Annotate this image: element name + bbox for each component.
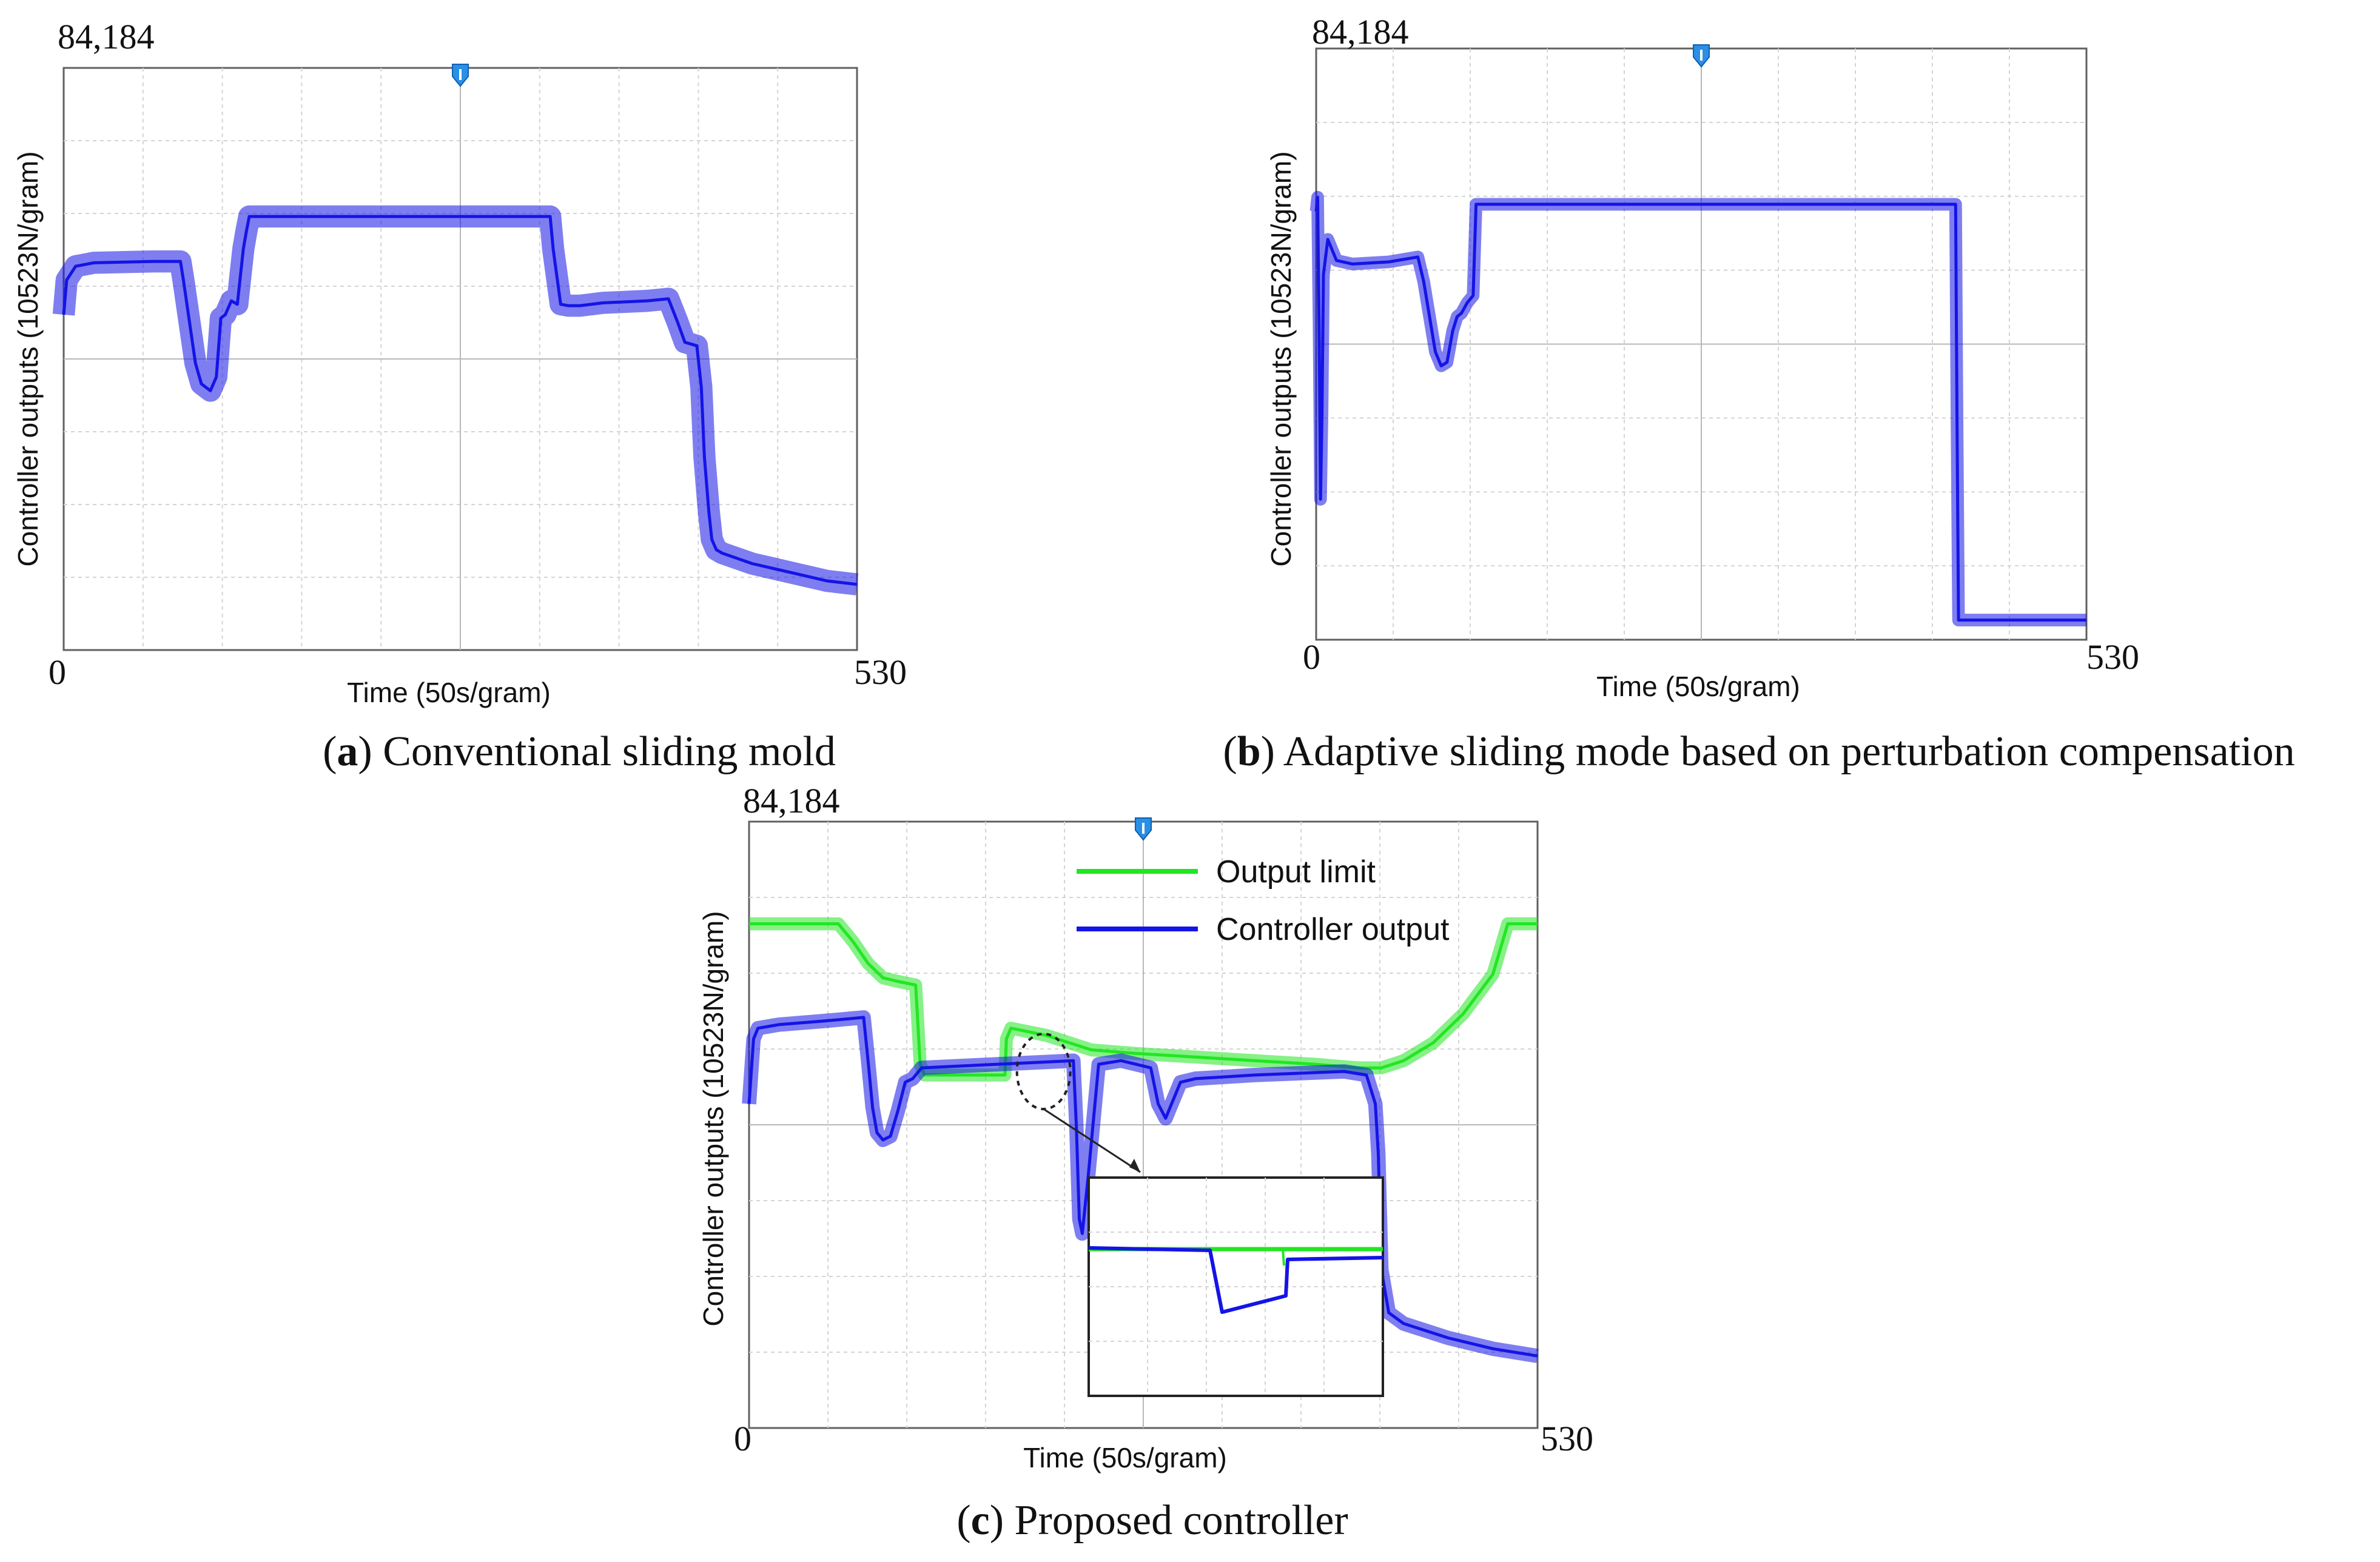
data-point [1254, 1074, 1256, 1076]
data-point [1316, 211, 1317, 212]
data-point [711, 539, 713, 540]
data-point [668, 298, 669, 300]
series-controller-output [52, 205, 859, 595]
legend: Output limit Controller output [1077, 854, 1450, 947]
y-max-label: 84,184 [58, 17, 155, 56]
data-point [876, 1132, 878, 1133]
data-point [704, 456, 705, 457]
data-point [180, 261, 181, 262]
data-point [708, 511, 710, 512]
panel-letter: c [971, 1497, 990, 1544]
data-point [1314, 1064, 1315, 1065]
data-point [1433, 1042, 1434, 1043]
series-controller-output [1309, 190, 2087, 627]
data-point [189, 321, 190, 322]
series-line [747, 1016, 1538, 1358]
data-point [1317, 196, 1318, 198]
panel-caption-text: Proposed controller [1015, 1497, 1348, 1544]
trigger-marker-icon [452, 64, 469, 87]
x-axis-label: Time (50s/gram) [1023, 1442, 1227, 1473]
y-max-label: 84,184 [743, 781, 840, 820]
data-point [716, 549, 717, 551]
panel-caption: (a) Conventional sliding mold [323, 728, 836, 775]
data-point [1388, 261, 1390, 263]
x-min-label: 0 [1303, 637, 1320, 677]
panel-b: 84,184 0 530 Time (50s/gram) Controller outp… [1223, 12, 2294, 775]
y-axis-label: Controller outputs (10523N/gram) [12, 151, 44, 566]
panel-a: 84,184 0 530 Time (50s/gram) Controller outp… [12, 17, 907, 775]
data-point [153, 261, 154, 262]
x-axis-label: Time (50s/gram) [347, 677, 551, 708]
trigger-marker-icon [1135, 817, 1152, 841]
y-axis-label: Controller outputs (10523N/gram) [698, 911, 729, 1326]
legend-label: Output limit [1216, 854, 1376, 890]
panel-caption-text: Conventional sliding mold [383, 728, 836, 775]
data-point [1320, 498, 1321, 500]
legend-label: Controller output [1216, 912, 1450, 947]
series-controller-output [742, 1010, 1539, 1363]
data-point [1462, 1013, 1464, 1014]
x-max-label: 530 [854, 652, 907, 692]
y-axis-label: Controller outputs (10523N/gram) [1265, 151, 1297, 566]
data-point [882, 977, 884, 979]
data-point [1336, 260, 1337, 261]
x-axis-label: Time (50s/gram) [1596, 671, 1800, 702]
panel-letter: b [1237, 728, 1261, 775]
series-line [749, 922, 1538, 1077]
data-point [1507, 923, 1508, 924]
data-point [915, 1074, 916, 1076]
inset-controller-output [1088, 1246, 1383, 1314]
trigger-marker-icon [1693, 44, 1710, 68]
panel-c: Output limit Controller output 84,184 0 530 T… [698, 781, 1593, 1544]
data-point [201, 383, 202, 384]
data-point [912, 1078, 913, 1079]
panel-caption: (b) Adaptive sliding mode based on pertu… [1223, 728, 2294, 775]
data-point [1081, 1233, 1083, 1234]
x-max-label: 530 [1541, 1419, 1593, 1458]
data-point [225, 314, 226, 315]
zoom-arrow [1043, 1108, 1141, 1173]
data-point [748, 923, 750, 924]
x-min-label: 0 [734, 1419, 751, 1458]
panel-letter: a [337, 728, 358, 775]
data-point [1004, 1074, 1006, 1076]
panel-caption-text: Adaptive sliding mode based on perturbat… [1283, 728, 2295, 775]
data-point [856, 584, 858, 585]
data-point [1165, 1118, 1166, 1119]
data-point [1098, 1064, 1099, 1065]
zoom-inset [1015, 1033, 1384, 1397]
x-min-label: 0 [49, 652, 66, 692]
data-point [1388, 1312, 1390, 1313]
panel-caption: (c) Proposed controller [956, 1497, 1348, 1544]
data-point [872, 1107, 873, 1108]
data-point [1343, 1071, 1345, 1072]
x-max-label: 530 [2086, 637, 2139, 677]
data-point [1135, 1064, 1137, 1065]
data-point [751, 563, 753, 564]
data-point [1076, 1125, 1077, 1126]
data-point [882, 1139, 884, 1141]
data-point [123, 261, 124, 263]
data-point [838, 923, 839, 924]
data-point [1403, 1323, 1404, 1324]
data-point [1417, 256, 1419, 258]
data-point [1378, 1154, 1379, 1155]
y-max-label: 84,184 [1312, 12, 1409, 52]
data-point [867, 963, 869, 964]
data-point [1135, 1053, 1137, 1054]
data-point [75, 266, 76, 267]
